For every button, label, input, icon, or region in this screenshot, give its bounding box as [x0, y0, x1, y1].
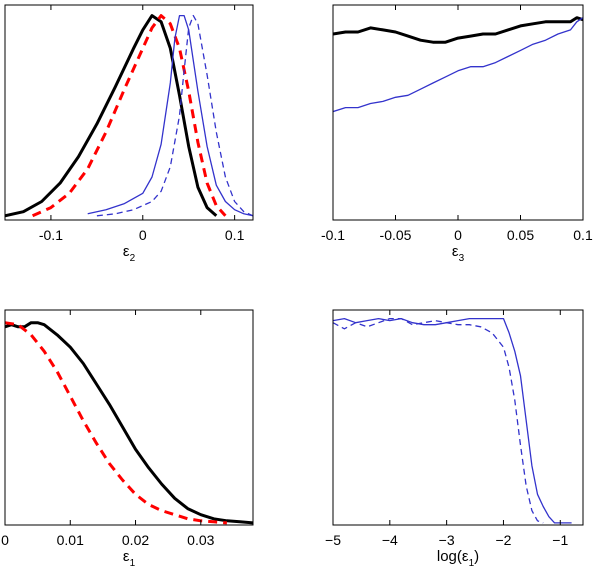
- x-tick-label: -0.05: [380, 227, 412, 243]
- x-tick-label: -0.1: [39, 227, 63, 243]
- x-tick-label: 0.1: [573, 227, 593, 243]
- panel-1: -0.1 0 0.1 ε2: [4, 4, 254, 264]
- x-tick-label: 0.1: [225, 227, 245, 243]
- x-tick-label: −5: [325, 532, 341, 548]
- series-line-1: [5, 321, 253, 525]
- x-axis-label: log(ε1): [437, 548, 479, 569]
- x-axis-label: ε3: [452, 243, 465, 264]
- x-tick-label: −2: [495, 532, 511, 548]
- x-tick-label: −3: [439, 532, 455, 548]
- panel-3: 0 0.01 0.02 0.03 ε1: [1, 309, 254, 569]
- panel-4: −5 −4 −3 −2 −1 log(ε1): [325, 309, 584, 569]
- series-line-2: [5, 321, 228, 525]
- x-axis-label: ε1: [123, 548, 136, 569]
- axes-box: [4, 309, 254, 526]
- x-axis-label: ε2: [123, 243, 136, 264]
- x-tick-label: 0: [454, 227, 462, 243]
- x-tick-label: 0.02: [122, 532, 149, 548]
- series-line-1: [5, 14, 218, 218]
- series-group: [333, 317, 572, 524]
- series-group: [333, 16, 583, 113]
- series-group: [5, 321, 253, 525]
- series-line-1: [333, 317, 572, 524]
- axes-box: [4, 4, 254, 221]
- x-tick-label: -0.1: [321, 227, 345, 243]
- axes-box: [332, 309, 584, 526]
- x-tick-label: 0: [1, 532, 9, 548]
- series-group: [5, 14, 253, 218]
- series-line-2: [333, 17, 583, 113]
- series-line-2: [333, 317, 544, 524]
- x-tick-label: −4: [382, 532, 398, 548]
- panel-2: -0.1 -0.05 0 0.05 0.1 ε3: [321, 4, 593, 264]
- series-line-3: [87, 14, 253, 217]
- x-tick-label: 0.01: [57, 532, 84, 548]
- series-line-1: [333, 16, 583, 44]
- x-tick-label: 0.03: [187, 532, 214, 548]
- x-tick-label: 0.05: [507, 227, 534, 243]
- x-tick-label: 0: [139, 227, 147, 243]
- x-tick-label: −1: [552, 532, 568, 548]
- series-line-4: [96, 14, 253, 217]
